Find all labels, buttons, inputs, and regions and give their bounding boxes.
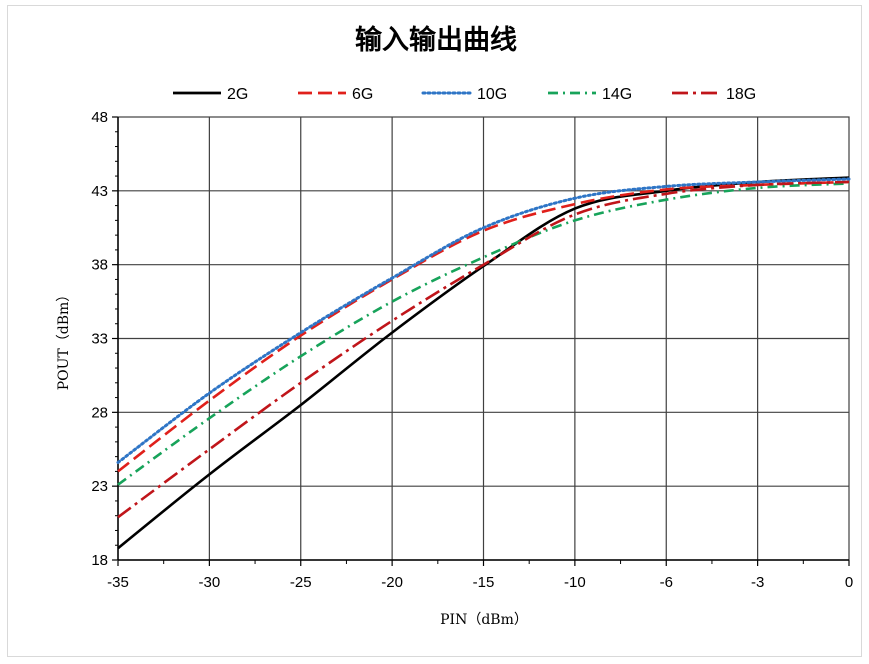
x-tick-labels: -35 -30 -25 -20 -15 -10 -6 -3 0	[107, 574, 853, 591]
legend-label-6g: 6G	[352, 86, 373, 103]
y-tick-labels: 18 23 28 33 38 43 48	[91, 109, 108, 569]
x-tick-label: -10	[564, 574, 586, 591]
legend-label-18g: 18G	[726, 86, 756, 103]
legend-label-2g: 2G	[227, 86, 248, 103]
series-line-18g	[117, 180, 850, 519]
legend: 2G 6G 10G 14G 18G	[173, 86, 756, 103]
x-tick-label: -35	[107, 574, 129, 591]
chart-title: 输入输出曲线	[355, 24, 517, 56]
x-tick-label: -3	[751, 574, 764, 591]
y-tick-label: 43	[91, 183, 108, 200]
x-tick-label: -25	[290, 574, 312, 591]
legend-label-10g: 10G	[477, 86, 507, 103]
x-tick-label: -15	[473, 574, 495, 591]
y-tick-label: 28	[91, 404, 108, 421]
x-tick-label: -30	[199, 574, 221, 591]
chart-frame: 输入输出曲线 2G 6G 10G 14G 18G -35 -30 -25 -20 -15 -10-…	[7, 5, 862, 657]
y-tick-label: 38	[91, 257, 108, 274]
y-tick-label: 18	[91, 552, 108, 569]
series-line-14g	[117, 182, 850, 486]
y-tick-label: 23	[91, 478, 108, 495]
axes	[112, 116, 850, 566]
series-layer	[116, 176, 851, 550]
x-axis-title: PIN（dBm）	[440, 612, 528, 628]
x-tick-label: 0	[845, 574, 853, 591]
x-tick-label: -6	[660, 574, 673, 591]
y-tick-label: 48	[91, 109, 108, 126]
y-tick-label: 33	[91, 331, 108, 348]
legend-label-14g: 14G	[602, 86, 632, 103]
x-tick-label: -20	[381, 574, 403, 591]
series-line-10g	[116, 177, 851, 464]
y-axis-title: POUT（dBm）	[56, 288, 72, 391]
